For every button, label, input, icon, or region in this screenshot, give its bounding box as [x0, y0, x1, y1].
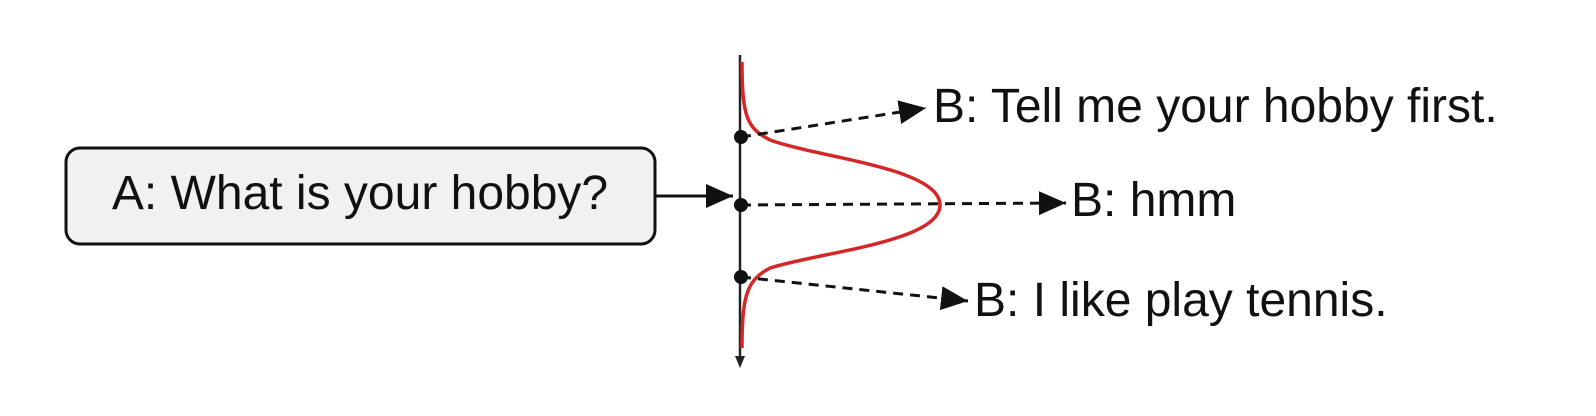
dashed-arrow-response-2 — [740, 191, 1067, 216]
dashed-arrow-response-3 — [740, 275, 969, 311]
dashed-arrow-response-1 — [740, 100, 927, 139]
response-1-text: B: Tell me your hobby first. — [933, 80, 1498, 133]
sample-point-3 — [734, 270, 748, 284]
sample-point-1 — [734, 130, 748, 144]
sample-point-2 — [734, 198, 748, 212]
axis-arrowhead — [735, 356, 745, 368]
probability-curve — [740, 61, 942, 349]
prompt-node: A: What is your hobby? — [64, 146, 657, 246]
prompt-text: A: What is your hobby? — [112, 167, 608, 220]
response-2-text: B: hmm — [1071, 174, 1236, 227]
response-3-text: B: I like play tennis. — [974, 274, 1388, 327]
